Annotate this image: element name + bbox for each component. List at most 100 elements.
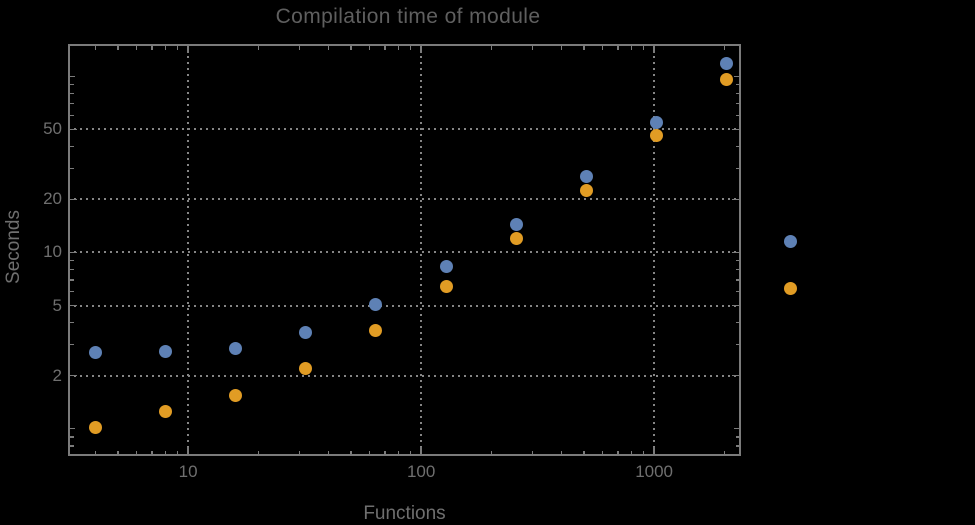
x-axis-tick	[653, 46, 655, 53]
x-axis-tick	[420, 447, 422, 454]
data-point-1	[88, 346, 102, 360]
legend-marker-1	[783, 234, 797, 248]
x-axis-tick	[531, 46, 534, 50]
y-axis-tick	[70, 128, 77, 131]
x-tick-label: 10	[178, 462, 198, 481]
y-tick-label: 2	[52, 365, 62, 385]
x-axis-tick	[531, 450, 534, 454]
y-axis-tick	[70, 436, 74, 438]
y-axis-tick	[70, 114, 74, 117]
x-axis-tick	[176, 450, 179, 454]
y-axis-tick	[732, 374, 739, 377]
gridline-horizontal	[68, 251, 741, 254]
x-axis-tick	[653, 447, 655, 454]
x-axis-tick	[630, 46, 633, 50]
y-axis-tick	[735, 268, 739, 271]
x-axis-tick	[617, 46, 619, 50]
y-axis-tick	[735, 436, 739, 438]
y-axis-tick	[70, 445, 74, 447]
y-axis-tick	[70, 75, 75, 78]
x-axis-tick	[350, 450, 352, 454]
x-axis-tick	[409, 46, 412, 50]
y-axis-tick	[70, 83, 74, 86]
x-axis-tick	[583, 46, 585, 50]
x-axis-tick	[642, 450, 645, 454]
x-axis-tick	[164, 46, 167, 50]
y-axis-tick	[70, 92, 74, 95]
data-point-1	[439, 260, 453, 274]
data-point-1	[650, 115, 664, 129]
x-axis-tick	[723, 450, 725, 454]
gridline-vertical	[420, 44, 423, 456]
y-axis-tick	[70, 343, 74, 346]
y-axis-tick	[734, 427, 739, 430]
data-point-1	[579, 169, 593, 183]
x-axis-tick	[164, 450, 167, 454]
x-axis-tick	[420, 46, 422, 53]
y-axis-tick	[732, 198, 739, 201]
plot-area	[68, 44, 741, 456]
x-axis-tick	[601, 46, 604, 50]
gridline-vertical	[187, 44, 190, 456]
x-axis-tick	[601, 450, 604, 454]
data-point-2	[159, 405, 173, 419]
data-point-2	[720, 72, 734, 86]
data-point-1	[229, 342, 243, 356]
y-axis-tick	[70, 167, 74, 170]
y-axis-tick	[70, 427, 75, 430]
y-axis-tick	[735, 259, 739, 262]
x-axis-tick	[490, 46, 493, 50]
x-tick-label: 100	[406, 462, 436, 481]
x-axis-tick	[723, 46, 725, 50]
x-axis-tick	[583, 450, 585, 454]
y-axis-tick	[732, 304, 739, 307]
x-axis-tick	[397, 450, 400, 454]
x-axis-tick	[560, 46, 563, 50]
x-axis-tick	[257, 46, 260, 50]
y-axis-tick	[70, 304, 77, 307]
x-axis-tick	[257, 450, 260, 454]
x-axis-tick	[642, 46, 645, 50]
x-axis-tick	[151, 46, 153, 50]
gridline-horizontal	[68, 304, 741, 307]
x-axis-tick	[409, 450, 412, 454]
x-axis-tick	[617, 450, 619, 454]
y-axis-tick	[70, 290, 74, 293]
y-axis-tick	[70, 321, 74, 324]
y-axis-tick	[734, 75, 739, 78]
x-axis-tick	[135, 450, 138, 454]
y-axis-tick	[735, 321, 739, 324]
y-axis-tick	[70, 279, 74, 281]
x-axis-tick	[187, 46, 189, 53]
data-point-2	[650, 129, 664, 143]
y-axis-tick	[70, 268, 74, 271]
y-tick-label: 20	[43, 189, 62, 209]
y-axis-tick	[735, 167, 739, 170]
x-axis-tick	[490, 450, 493, 454]
data-point-2	[88, 420, 102, 434]
y-axis-tick	[732, 128, 739, 131]
y-axis-tick	[70, 251, 77, 254]
gridline-horizontal	[68, 374, 741, 377]
x-axis-tick	[298, 450, 301, 454]
x-axis-tick	[327, 450, 330, 454]
y-axis-tick	[735, 145, 739, 148]
x-axis-tick	[176, 46, 179, 50]
y-axis-tick	[732, 251, 739, 254]
y-axis-tick	[735, 83, 739, 86]
gridline-vertical	[653, 44, 656, 456]
chart-title: Compilation time of module	[275, 5, 541, 28]
x-axis-tick	[117, 46, 119, 50]
data-point-1	[369, 297, 383, 311]
x-axis-tick	[187, 447, 189, 454]
y-tick-label: 5	[52, 295, 62, 315]
x-axis-tick	[368, 46, 371, 50]
data-point-1	[159, 344, 173, 358]
y-axis-tick	[735, 92, 739, 95]
gridline-horizontal	[68, 128, 741, 131]
x-axis-tick	[117, 450, 119, 454]
x-axis-tick	[350, 46, 352, 50]
data-point-1	[299, 326, 313, 340]
x-axis-tick	[94, 450, 97, 454]
